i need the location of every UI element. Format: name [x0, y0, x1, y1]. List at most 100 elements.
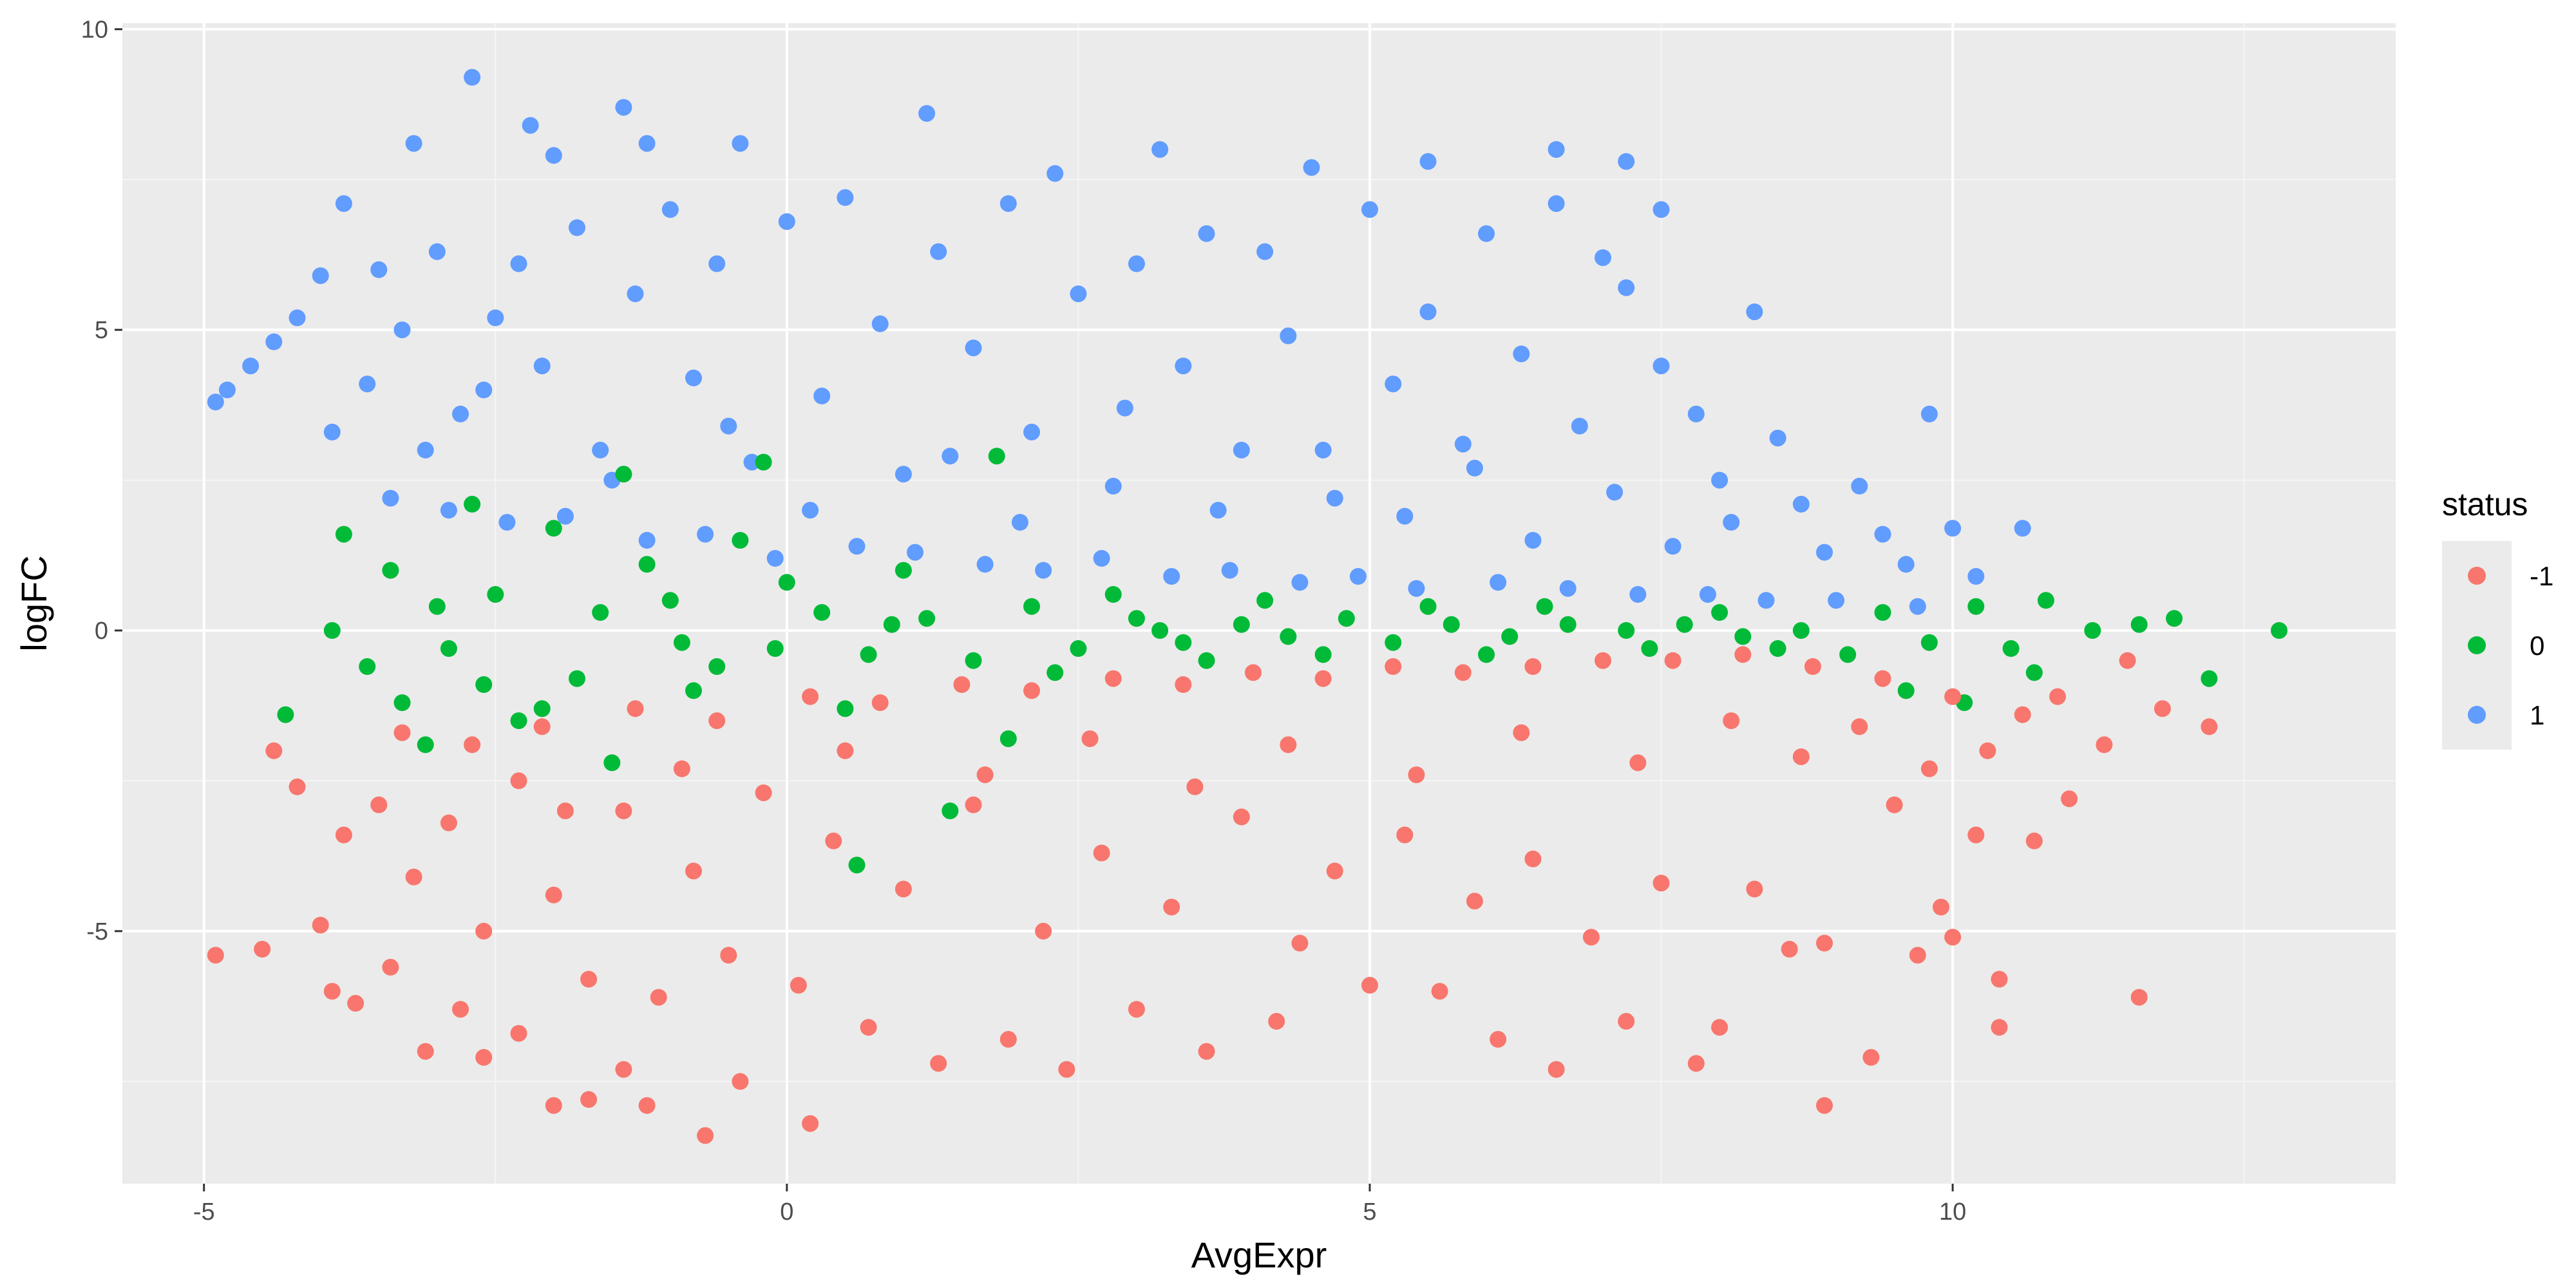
data-point [1128, 610, 1145, 627]
data-point [1967, 598, 1985, 615]
data-point [627, 285, 644, 303]
data-point [976, 766, 994, 784]
x-tick-label: 0 [780, 1198, 793, 1226]
data-point [2201, 718, 2218, 735]
data-point [1582, 929, 1600, 946]
data-point [1314, 646, 1332, 663]
data-point [942, 802, 959, 820]
data-point [1559, 616, 1577, 633]
data-point [708, 658, 726, 675]
data-point [475, 381, 493, 399]
data-point [545, 147, 562, 164]
data-point [1175, 634, 1192, 651]
data-point [1967, 568, 1985, 585]
data-point [382, 562, 399, 579]
data-point [627, 700, 644, 717]
y-tick-label: 0 [95, 618, 108, 645]
data-point [487, 309, 504, 327]
data-point [1897, 556, 1915, 573]
data-point [1920, 760, 1938, 777]
data-point [393, 321, 411, 339]
data-point [860, 1019, 877, 1036]
y-tick-label: -5 [86, 918, 108, 945]
data-point [1070, 285, 1087, 303]
data-point [697, 526, 714, 543]
data-point [1687, 1055, 1705, 1072]
data-point [1711, 604, 1728, 621]
data-point [615, 802, 632, 820]
data-point [1454, 435, 1472, 453]
x-tick-label: 10 [1939, 1198, 1966, 1226]
data-point [1151, 622, 1169, 639]
data-point [685, 682, 702, 699]
data-point [1268, 1012, 1285, 1030]
data-point [2166, 610, 2183, 627]
data-point [1419, 153, 1437, 170]
data-point [638, 556, 656, 573]
data-point [1104, 586, 1122, 603]
data-point [312, 267, 329, 285]
data-point [1595, 249, 1611, 267]
data-point [1816, 934, 1833, 952]
data-point [1769, 640, 1786, 657]
data-point [837, 742, 854, 759]
data-point [2201, 670, 2218, 687]
data-point [1513, 724, 1530, 741]
data-point [1792, 495, 1810, 513]
data-point [1116, 399, 1133, 417]
data-point [2061, 790, 2078, 808]
data-point [837, 700, 854, 717]
data-point [1326, 489, 1343, 507]
data-point [510, 712, 527, 730]
data-point [743, 453, 761, 471]
data-point [417, 1043, 434, 1060]
data-point [533, 357, 551, 375]
data-point [708, 255, 726, 272]
data-point [942, 448, 959, 465]
data-point [1723, 712, 1740, 730]
data-point [545, 886, 562, 904]
data-point [1909, 947, 1926, 964]
data-point [999, 1030, 1017, 1048]
data-point [1851, 477, 1868, 495]
data-point [953, 676, 971, 693]
data-point [813, 387, 831, 404]
data-point [428, 598, 446, 615]
data-point [393, 694, 411, 712]
data-point [207, 393, 224, 411]
data-point [860, 646, 877, 663]
data-point [802, 502, 819, 519]
data-point [650, 989, 667, 1006]
data-point [359, 658, 376, 675]
data-point [1979, 742, 1996, 759]
data-point [673, 634, 690, 651]
data-point [580, 971, 598, 988]
data-point [1664, 538, 1681, 555]
data-point [323, 423, 341, 440]
data-point [661, 592, 679, 609]
data-point [1431, 983, 1448, 1000]
data-point [615, 466, 632, 483]
data-point [1128, 255, 1145, 272]
data-point [790, 976, 807, 994]
data-point [930, 1055, 947, 1072]
data-point [1699, 586, 1716, 603]
data-point [2271, 622, 2287, 639]
data-point [965, 796, 982, 813]
data-point [1466, 893, 1483, 910]
data-point [1886, 796, 1903, 813]
data-point [871, 694, 889, 712]
data-point [464, 495, 481, 513]
data-point [1944, 688, 1962, 705]
data-point [1653, 357, 1670, 375]
data-point [883, 616, 900, 633]
data-point [1291, 934, 1309, 952]
data-point [1478, 225, 1495, 242]
data-point [545, 520, 562, 537]
data-point [988, 448, 1005, 465]
data-point [1023, 423, 1040, 440]
data-point [848, 538, 866, 555]
data-point [1291, 574, 1309, 591]
data-point [965, 339, 982, 357]
